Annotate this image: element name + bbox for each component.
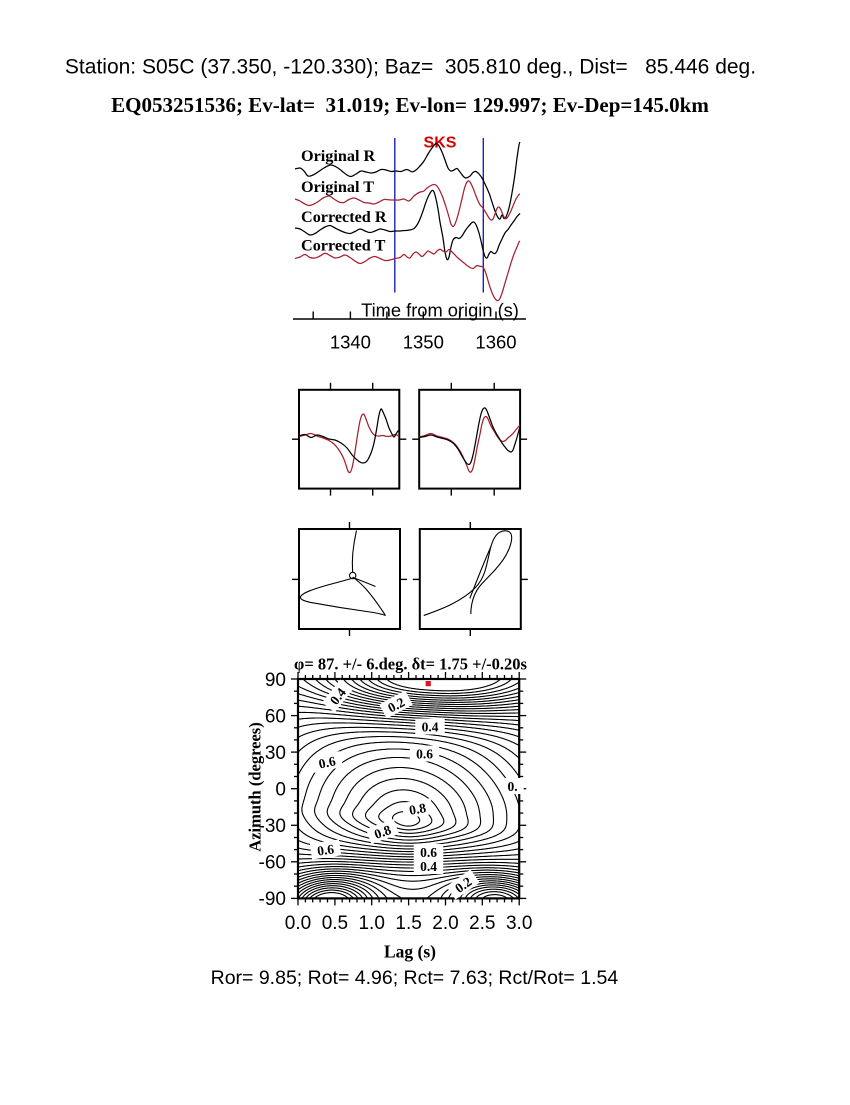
svg-text:60: 60: [265, 706, 286, 727]
svg-text:Station: S05C (37.350, -120.33: Station: S05C (37.350, -120.330); Baz= 3…: [65, 56, 756, 79]
svg-text:0.2: 0.2: [385, 694, 407, 715]
svg-text:Corrected T: Corrected T: [301, 237, 386, 255]
svg-text:3.0: 3.0: [506, 913, 532, 934]
svg-text:EQ053251536; Ev-lat= 31.019;: EQ053251536; Ev-lat= 31.019; Ev-lon= 129…: [111, 93, 709, 117]
svg-text:0.6: 0.6: [420, 845, 437, 860]
svg-text:0.4: 0.4: [422, 720, 439, 735]
svg-text:-90: -90: [259, 889, 286, 910]
svg-text:Original T: Original T: [301, 178, 374, 196]
svg-text:φ= 87. +/- 6.deg. δt= 1.75 +/-: φ= 87. +/- 6.deg. δt= 1.75 +/-0.20s: [294, 655, 527, 674]
svg-text:-30: -30: [259, 816, 286, 837]
svg-text:-60: -60: [259, 853, 286, 874]
svg-text:1.0: 1.0: [358, 913, 384, 934]
svg-text:0.4: 0.4: [420, 859, 437, 874]
svg-text:0.6: 0.6: [416, 747, 433, 762]
svg-text:Ror= 9.85; Rot= 4.96; Rct= 7.6: Ror= 9.85; Rot= 4.96; Rct= 7.63; Rct/Rot…: [211, 967, 619, 989]
svg-text:SKS: SKS: [424, 134, 457, 151]
svg-text:90: 90: [265, 670, 286, 691]
svg-text:1360: 1360: [475, 332, 516, 353]
svg-text:1.5: 1.5: [395, 913, 421, 934]
svg-text:0.5: 0.5: [322, 913, 348, 934]
svg-text:Corrected R: Corrected R: [301, 208, 387, 226]
svg-text:0.: 0.: [507, 779, 517, 794]
svg-text:0.6: 0.6: [316, 841, 335, 858]
svg-text:Azimuth (degrees): Azimuth (degrees): [246, 722, 265, 851]
svg-text:0: 0: [275, 780, 286, 801]
svg-text:0.0: 0.0: [285, 913, 311, 934]
svg-text:0.8: 0.8: [408, 800, 427, 818]
svg-text:2.5: 2.5: [469, 913, 495, 934]
svg-text:30: 30: [265, 743, 286, 764]
svg-text:0.6: 0.6: [317, 753, 337, 771]
svg-text:2.0: 2.0: [432, 913, 458, 934]
svg-text:Lag (s): Lag (s): [384, 942, 436, 962]
svg-text:Time from origin (s): Time from origin (s): [361, 300, 519, 321]
svg-text:Original R: Original R: [301, 147, 376, 165]
svg-text:1340: 1340: [330, 332, 371, 353]
svg-text:1350: 1350: [403, 332, 444, 353]
svg-text:0.8: 0.8: [372, 822, 393, 842]
